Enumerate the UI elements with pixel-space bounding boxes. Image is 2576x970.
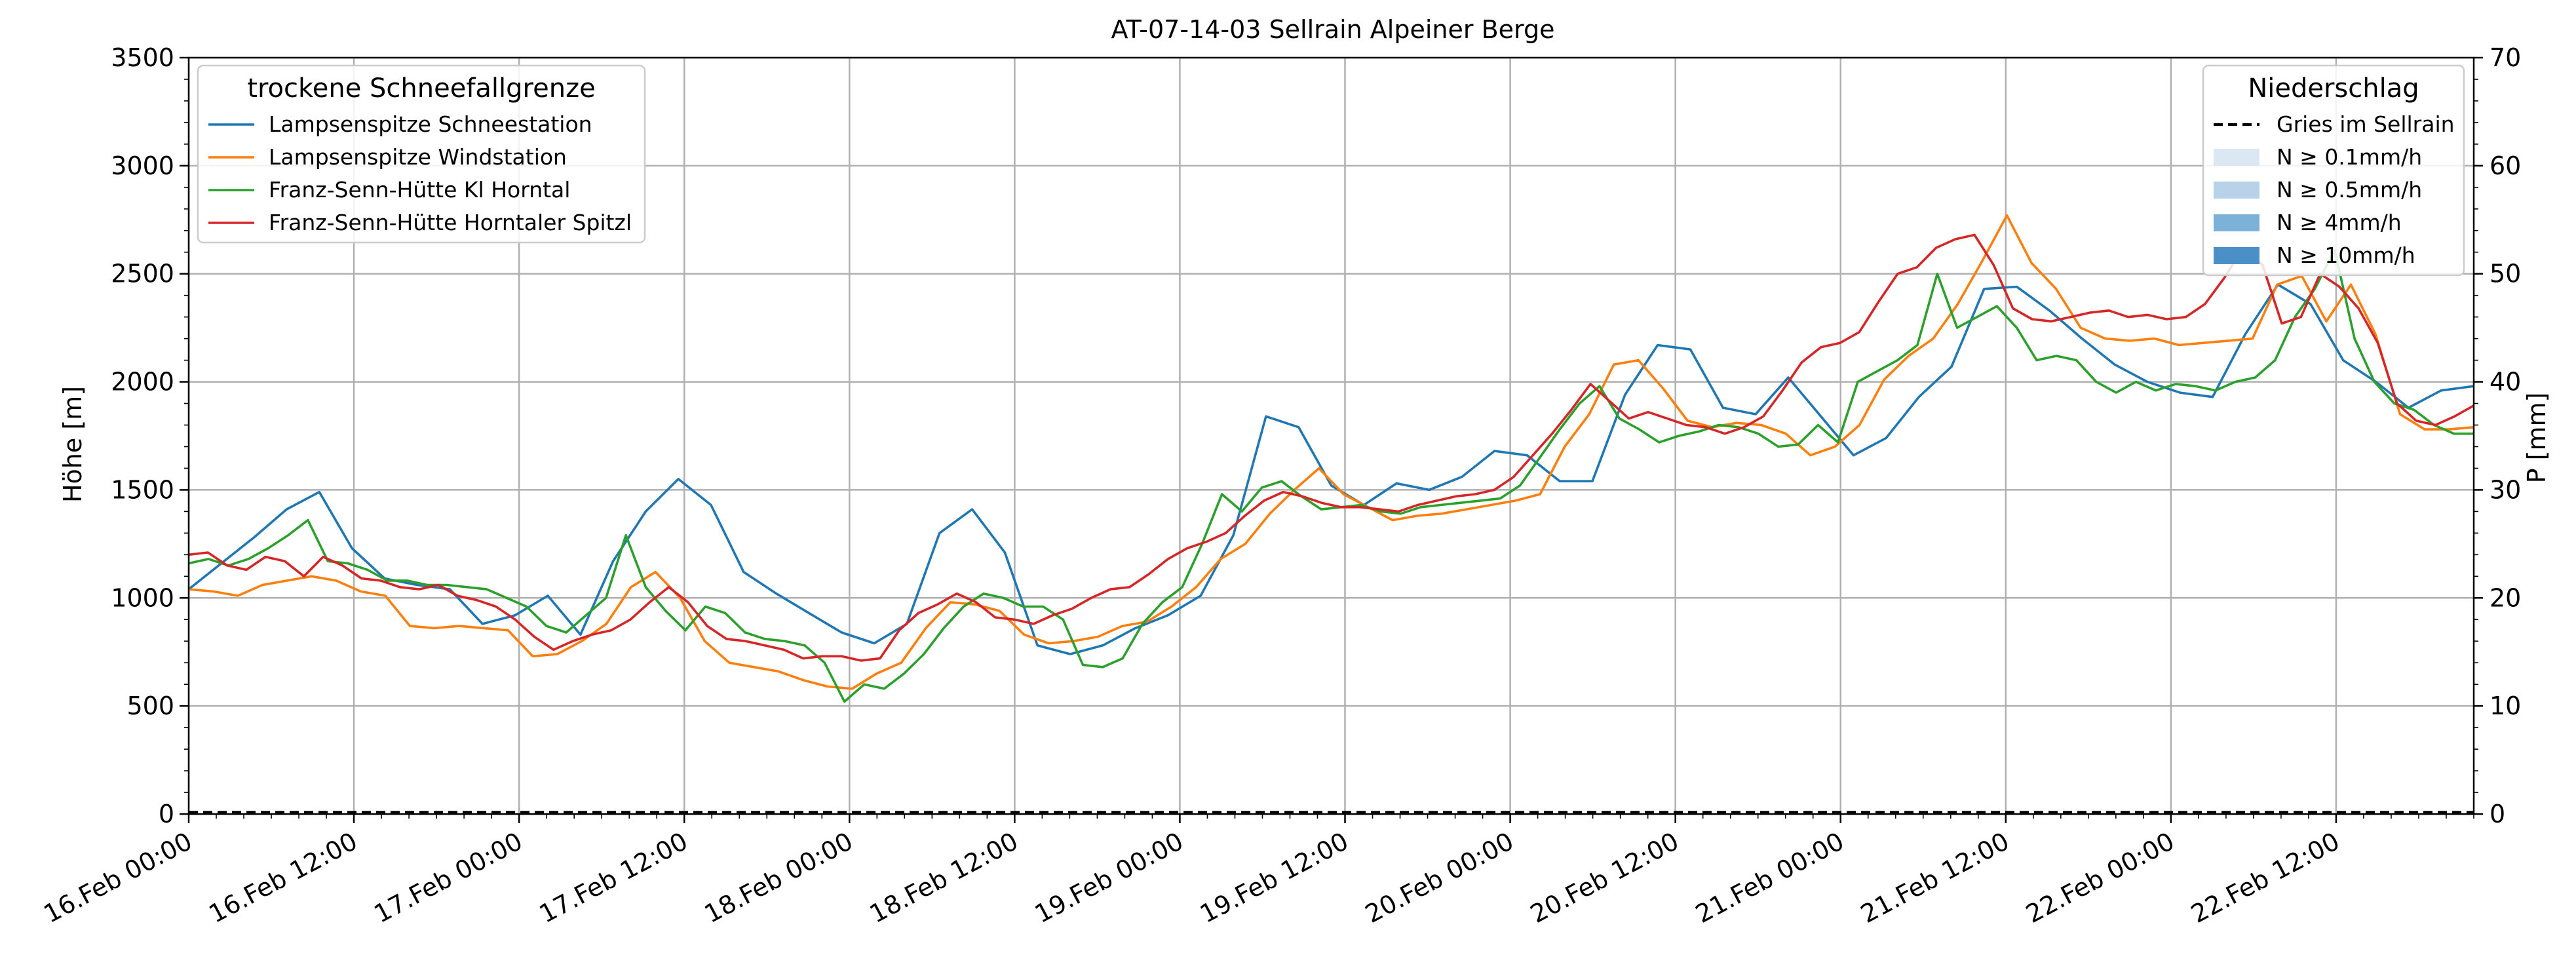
chart-title: AT-07-14-03 Sellrain Alpeiner Berge	[1111, 15, 1555, 44]
x-tick-label: 17.Feb 12:00	[535, 826, 693, 929]
legend-entry: Franz-Senn-Hütte Kl Horntal	[269, 177, 570, 203]
x-tick-label: 20.Feb 12:00	[1526, 826, 1683, 929]
legend-entry: Gries im Sellrain	[2277, 111, 2455, 137]
legend-entry: Lampsenspitze Schneestation	[269, 111, 592, 137]
x-tick-label: 18.Feb 12:00	[865, 826, 1023, 929]
y-axis-right-label: P [mm]	[2522, 393, 2551, 484]
x-tick-label: 20.Feb 00:00	[1360, 826, 1518, 929]
series-line-2	[188, 248, 2474, 703]
legend-swatch-patch	[2214, 214, 2259, 231]
y-right-tick-label: 30	[2489, 475, 2521, 504]
legend-box	[197, 64, 646, 244]
series-line-0	[187, 283, 2474, 655]
y-right-tick-label: 70	[2489, 43, 2521, 72]
y-right-tick-label: 50	[2489, 260, 2521, 288]
x-tick-label: 16.Feb 00:00	[39, 826, 197, 929]
legend-swatch-patch	[2214, 182, 2259, 199]
y-tick-label: 500	[126, 691, 174, 720]
legend-entry: N ≥ 4mm/h	[2277, 210, 2402, 235]
series-layer	[187, 214, 2474, 703]
legend-title: Niederschlag	[2248, 73, 2419, 104]
x-tick-label: 19.Feb 00:00	[1030, 826, 1188, 929]
legend-swatch-patch	[2214, 149, 2259, 166]
legend-entry: Lampsenspitze Windstation	[269, 144, 567, 170]
y-tick-label: 1500	[111, 475, 174, 504]
y-tick-label: 3500	[111, 43, 174, 72]
x-tick-label: 22.Feb 12:00	[2186, 826, 2344, 929]
x-tick-label: 22.Feb 00:00	[2021, 826, 2179, 929]
x-tick-label: 21.Feb 00:00	[1691, 826, 1849, 929]
x-tick-label: 16.Feb 12:00	[204, 826, 362, 929]
legend-swatch-patch	[2214, 247, 2259, 264]
y-right-tick-label: 60	[2489, 151, 2521, 180]
legend-box	[2202, 64, 2465, 277]
legend-title: trockene Schneefallgrenze	[247, 73, 595, 104]
x-tick-label: 19.Feb 12:00	[1195, 826, 1353, 929]
series-line-1	[188, 214, 2474, 690]
legend-entry: N ≥ 0.5mm/h	[2277, 177, 2422, 203]
y-right-tick-label: 20	[2489, 583, 2521, 612]
legend-niederschlag: Niederschlag Gries im Sellrain N ≥ 0.1mm/h…	[2202, 64, 2465, 277]
y-right-tick-label: 40	[2489, 368, 2521, 397]
y-right-tick-label: 0	[2489, 800, 2505, 828]
legend-schneefallgrenze: trockene Schneefallgrenze Lampsenspitze S…	[197, 64, 646, 244]
series-line-3	[188, 233, 2474, 662]
y-tick-label: 3000	[111, 151, 174, 180]
legend-entry: Franz-Senn-Hütte Horntaler Spitzl	[269, 210, 632, 235]
y-axis-label: Höhe [m]	[58, 386, 87, 503]
y-right-tick-label: 10	[2489, 691, 2521, 720]
x-tick-label: 17.Feb 00:00	[370, 826, 528, 929]
x-tick-label: 21.Feb 12:00	[1856, 826, 2014, 929]
plot-frame	[187, 56, 2475, 815]
y-tick-label: 2000	[111, 368, 174, 397]
y-tick-label: 0	[159, 800, 174, 828]
x-tick-label: 18.Feb 00:00	[700, 826, 858, 929]
y-tick-label: 2500	[111, 260, 174, 288]
y-tick-label: 1000	[111, 583, 174, 612]
legend-entry: N ≥ 10mm/h	[2277, 242, 2415, 268]
legend-entry: N ≥ 0.1mm/h	[2277, 144, 2422, 170]
